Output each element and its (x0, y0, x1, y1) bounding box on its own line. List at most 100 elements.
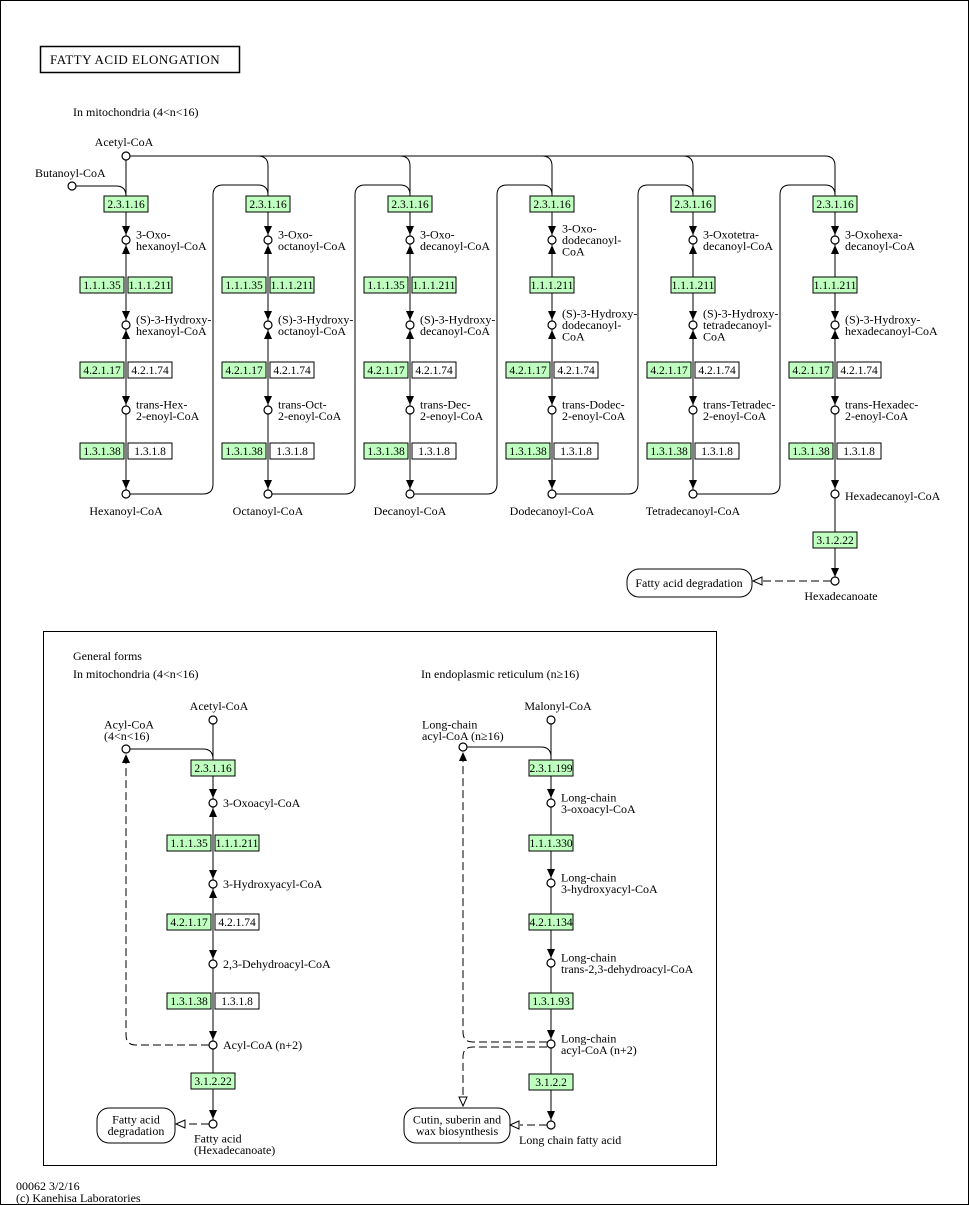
enzyme-ec-label[interactable]: 1.3.1.8 (221, 996, 253, 1008)
compound-node[interactable] (121, 489, 131, 499)
enzyme-box[interactable] (363, 361, 409, 379)
acyl-coa-node[interactable] (121, 744, 131, 754)
intermediate-label[interactable]: Long-chain (561, 790, 616, 804)
intermediate-label[interactable]: octanoyl-CoA (278, 324, 346, 338)
enzyme-ec-label[interactable]: 2.3.1.16 (391, 199, 429, 211)
enzyme-box[interactable] (166, 992, 212, 1010)
compound-node[interactable] (830, 405, 840, 415)
intermediate-label[interactable]: (S)-3-Hydroxy- (703, 307, 778, 321)
enzyme-ec-label[interactable]: 4.2.1.74 (840, 365, 878, 377)
enzyme-ec-label[interactable]: 1.3.1.8 (701, 446, 733, 458)
compound-node[interactable] (547, 405, 557, 415)
enzyme-box[interactable] (528, 834, 574, 852)
intermediate-label[interactable]: trans-Hexadec- (845, 397, 918, 411)
intermediate-label[interactable]: 2-enoyl-CoA (136, 409, 200, 423)
compound-node[interactable] (208, 959, 218, 969)
butanoyl-coa-node[interactable] (67, 181, 77, 191)
intermediate-label[interactable]: tetradecanoyl- (703, 318, 772, 332)
compound-node[interactable] (688, 405, 698, 415)
intermediate-label[interactable]: CoA (562, 245, 585, 259)
compound-node[interactable] (688, 235, 698, 245)
intermediate-label[interactable]: 3-Oxo- (136, 227, 171, 241)
enzyme-ec-label[interactable]: 1.1.1.330 (529, 838, 572, 850)
enzyme-ec-label[interactable]: 1.1.1.211 (814, 280, 857, 292)
compound-node[interactable] (405, 489, 415, 499)
malonyl-coa-label[interactable]: Malonyl-CoA (524, 699, 592, 713)
enzyme-ec-label[interactable]: 4.2.1.74 (131, 365, 169, 377)
product-label[interactable]: Tetradecanoyl-CoA (646, 504, 741, 518)
product-label[interactable]: Decanoyl-CoA (374, 504, 447, 518)
enzyme-ec-label[interactable]: 4.2.1.17 (170, 917, 208, 929)
intermediate-label[interactable]: 3-oxoacyl-CoA (561, 802, 636, 816)
enzyme-box[interactable] (221, 442, 267, 460)
enzyme-box[interactable] (79, 276, 125, 294)
product-label[interactable]: Octanoyl-CoA (233, 504, 304, 518)
enzyme-ec-label[interactable]: 4.2.1.17 (792, 365, 830, 377)
map-link-fatty-acid-degradation[interactable] (626, 568, 753, 598)
intermediate-label[interactable]: dodecanoyl- (562, 318, 621, 332)
product-label[interactable]: (Hexadecanoate) (194, 1143, 275, 1157)
intermediate-label[interactable]: hexanoyl-CoA (136, 239, 207, 253)
compound-node[interactable] (263, 320, 273, 330)
enzyme-box[interactable] (127, 442, 173, 460)
compound-node[interactable] (208, 879, 218, 889)
enzyme-ec-label[interactable]: 4.2.1.74 (557, 365, 595, 377)
section-label[interactable]: In endoplasmic reticulum (n≥16) (421, 667, 579, 681)
enzyme-ec-label[interactable]: 2.3.1.16 (107, 199, 145, 211)
intermediate-label[interactable]: trans-Dec- (420, 397, 471, 411)
acyl-coa-label[interactable]: Long-chain (422, 717, 477, 731)
map-link-cutin-suberin-wax[interactable] (403, 1107, 511, 1144)
enzyme-box[interactable] (505, 361, 551, 379)
intermediate-label[interactable]: acyl-CoA (n+2) (561, 1043, 637, 1057)
product-label[interactable]: Fatty acid (194, 1131, 242, 1145)
intermediate-label[interactable]: 3-hydroxyacyl-CoA (561, 882, 658, 896)
enzyme-box[interactable] (221, 361, 267, 379)
enzyme-box[interactable] (812, 276, 858, 294)
enzyme-box[interactable] (269, 442, 315, 460)
enzyme-box[interactable] (245, 195, 291, 213)
enzyme-box[interactable] (190, 759, 236, 777)
enzyme-ec-label[interactable]: 1.1.1.35 (225, 280, 263, 292)
enzyme-ec-label[interactable]: 1.1.1.211 (216, 838, 259, 850)
product-label[interactable]: Hexadecanoyl-CoA (845, 489, 941, 503)
intermediate-label[interactable]: 2-enoyl-CoA (420, 409, 484, 423)
compound-node[interactable] (546, 878, 556, 888)
compound-node[interactable] (547, 235, 557, 245)
enzyme-box[interactable] (528, 1073, 574, 1091)
enzyme-box[interactable] (646, 442, 692, 460)
enzyme-ec-label[interactable]: 3.1.2.2 (535, 1077, 567, 1089)
intermediate-label[interactable]: trans-Dodec- (562, 397, 625, 411)
enzyme-box[interactable] (214, 992, 260, 1010)
enzyme-box[interactable] (166, 913, 212, 931)
enzyme-box[interactable] (127, 361, 173, 379)
butanoyl-coa-label[interactable]: Butanoyl-CoA (35, 166, 106, 180)
intermediate-label[interactable]: 3-Oxohexa- (845, 227, 902, 241)
enzyme-box[interactable] (694, 361, 740, 379)
compound-node[interactable] (208, 798, 218, 808)
compound-node[interactable] (263, 405, 273, 415)
enzyme-box[interactable] (812, 531, 858, 549)
enzyme-ec-label[interactable]: 1.1.1.35 (367, 280, 405, 292)
map-link-label[interactable]: Fatty acid (112, 1112, 160, 1126)
intermediate-label[interactable]: decanoyl-CoA (845, 239, 915, 253)
intermediate-label[interactable]: CoA (562, 330, 585, 344)
enzyme-box[interactable] (166, 834, 212, 852)
enzyme-ec-label[interactable]: 1.3.1.38 (367, 446, 405, 458)
general-forms-heading[interactable]: General forms (73, 649, 142, 663)
enzyme-box[interactable] (363, 442, 409, 460)
enzyme-box[interactable] (553, 442, 599, 460)
compound-node[interactable] (830, 489, 840, 499)
enzyme-box[interactable] (646, 361, 692, 379)
enzyme-ec-label[interactable]: 4.2.1.17 (650, 365, 688, 377)
intermediate-label[interactable]: (S)-3-Hydroxy- (136, 312, 211, 326)
enzyme-ec-label[interactable]: 1.3.1.38 (650, 446, 688, 458)
acetyl-coa-node[interactable] (121, 151, 131, 161)
compound-node[interactable] (121, 235, 131, 245)
section-label[interactable]: In mitochondria (4<n<16) (73, 105, 199, 119)
intermediate-label[interactable]: 3-Oxoacyl-CoA (223, 796, 301, 810)
intermediate-label[interactable]: 2-enoyl-CoA (703, 409, 767, 423)
intermediate-label[interactable]: 3-Oxo- (420, 227, 455, 241)
intermediate-label[interactable]: Long-chain (561, 950, 616, 964)
enzyme-ec-label[interactable]: 2.3.1.16 (533, 199, 571, 211)
intermediate-label[interactable]: dodecanoyl- (562, 233, 621, 247)
